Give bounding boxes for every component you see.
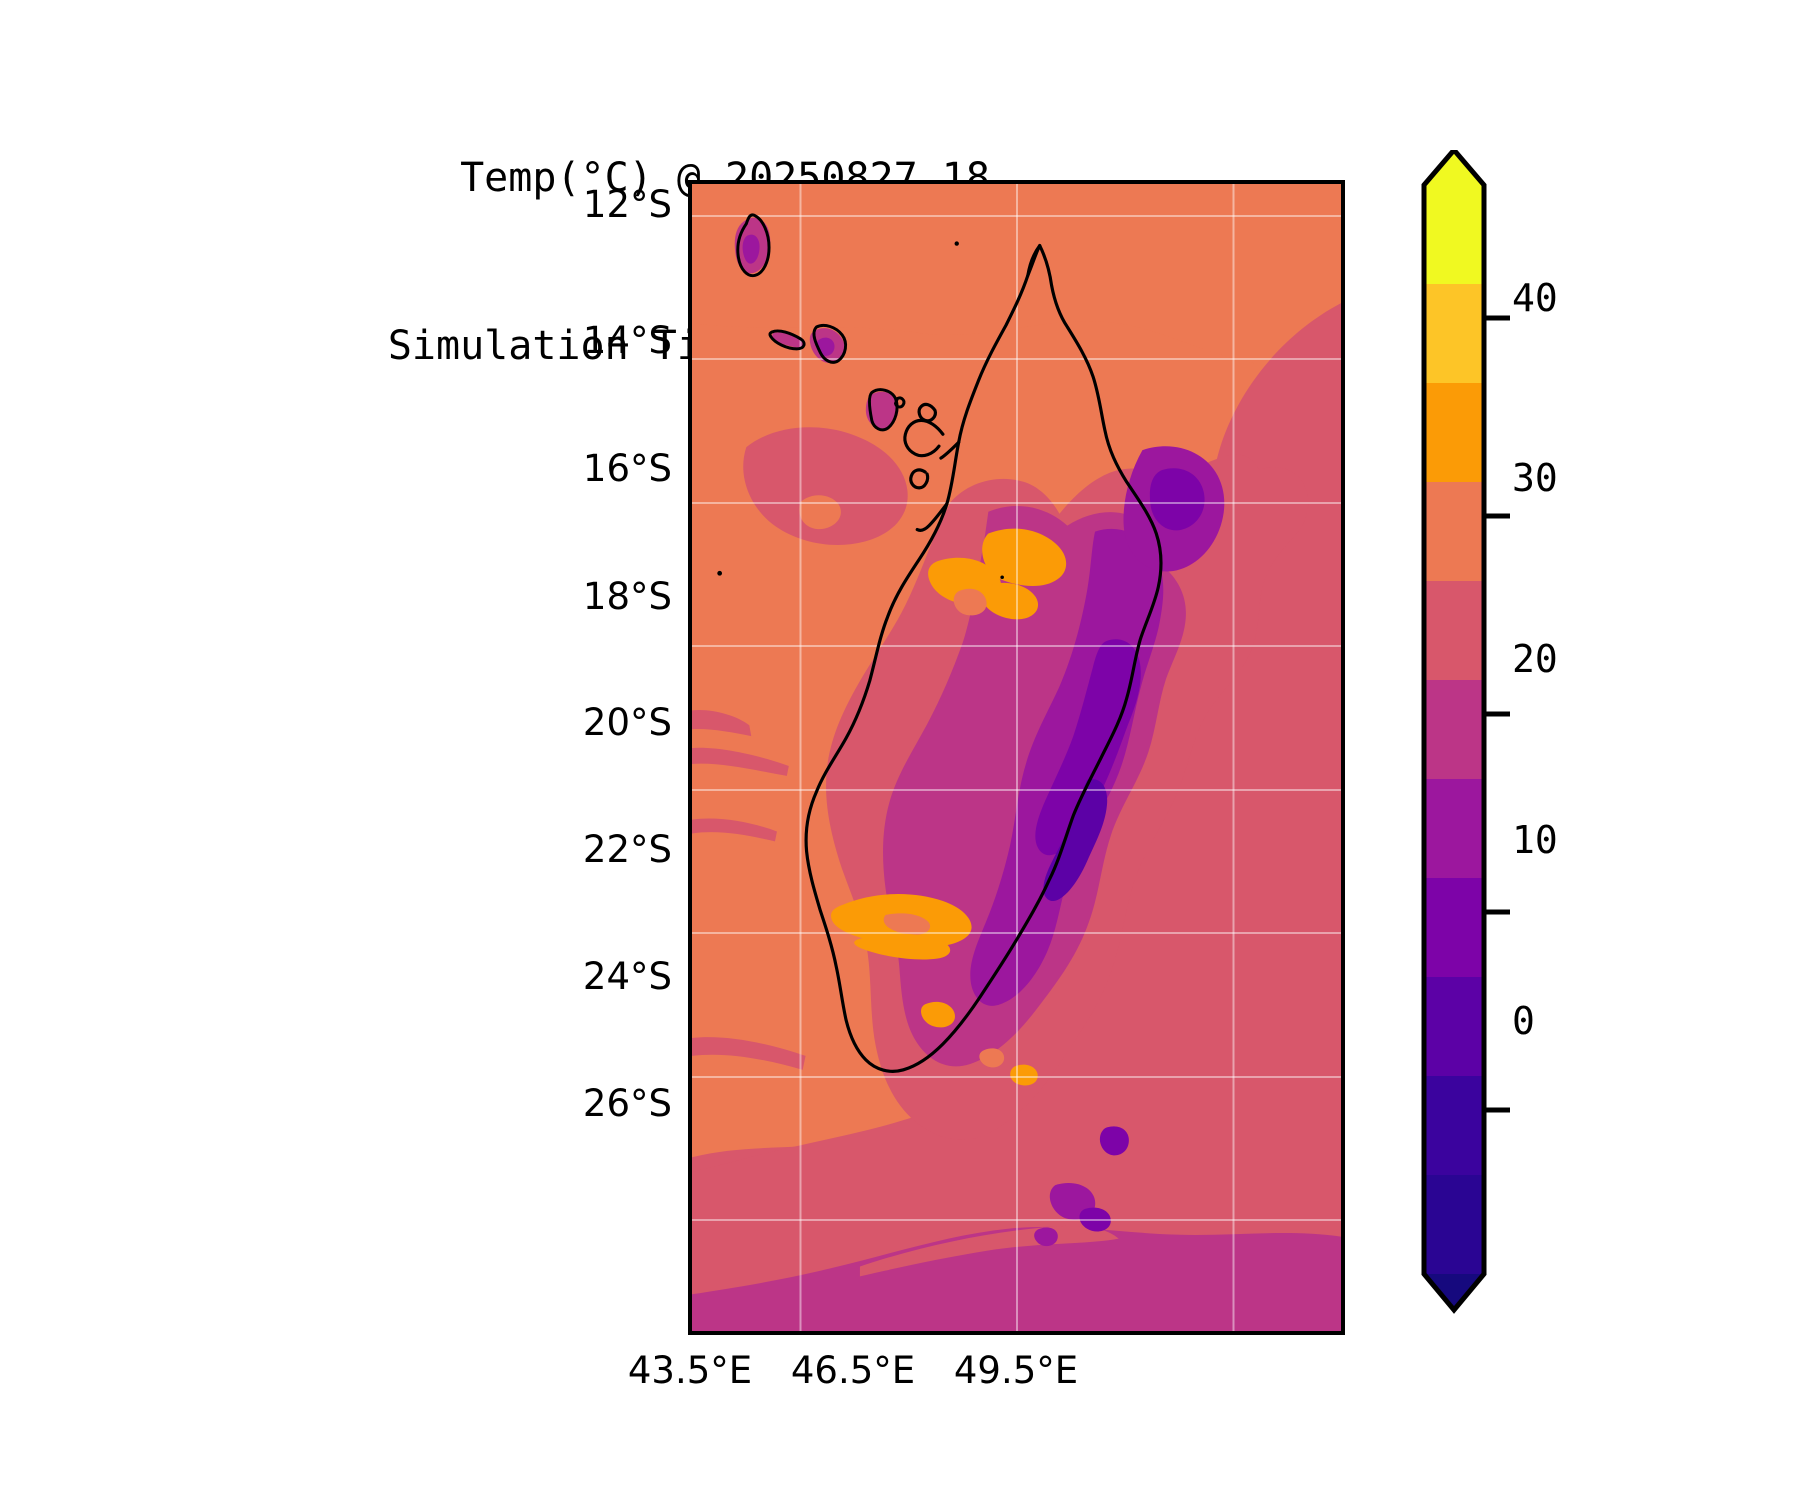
ytick-label: 22°S (582, 828, 672, 871)
ytick-label: 18°S (582, 575, 672, 618)
colorbar-tick-label: 10 (1512, 818, 1558, 862)
colorbar-over-arrow (1424, 150, 1484, 185)
colorbar-swatches (1421, 150, 1510, 1314)
xtick-label: 46.5°E (790, 1349, 916, 1392)
ytick-label: 24°S (582, 955, 672, 998)
map-axes (688, 180, 1345, 1335)
xtick-label: 43.5°E (627, 1349, 753, 1392)
map-contour-area (692, 184, 1341, 1331)
ytick-label: 16°S (582, 447, 672, 490)
colorbar-under-arrow (1424, 1274, 1484, 1310)
ytick-label: 12°S (582, 183, 672, 226)
xtick-label: 49.5°E (953, 1349, 1079, 1392)
temperature-contour-map (692, 184, 1341, 1331)
ytick-label: 20°S (582, 701, 672, 744)
ytick-label: 14°S (582, 319, 672, 362)
colorbar-tick-label: 30 (1512, 456, 1558, 500)
colorbar-tick-label: 20 (1512, 637, 1558, 681)
colorbar-tick-label: 40 (1512, 276, 1558, 320)
colorbar-tick-label: 0 (1512, 999, 1535, 1043)
colorbar (1421, 150, 1510, 1314)
ytick-label: 26°S (582, 1082, 672, 1125)
